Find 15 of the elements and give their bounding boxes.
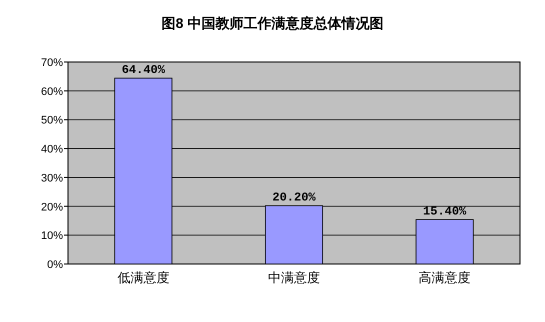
data-label: 20.20%: [272, 190, 316, 205]
y-tick-label: 70%: [40, 57, 64, 69]
data-label: 64.40%: [122, 63, 166, 78]
y-tick-label: 0%: [47, 259, 64, 271]
y-tick-label: 20%: [40, 201, 64, 214]
y-tick-label: 10%: [40, 230, 64, 242]
x-tick-label: 中满意度: [268, 270, 320, 285]
x-tick-label: 低满意度: [117, 270, 170, 285]
x-tick-label: 高满意度: [418, 270, 471, 285]
y-tick-label: 50%: [40, 114, 64, 127]
data-label: 15.40%: [423, 204, 468, 219]
y-tick-label: 40%: [40, 144, 64, 156]
chart-title: 图8 中国教师工作满意度总体情况图: [162, 15, 384, 31]
y-tick-label: 60%: [40, 86, 64, 98]
y-tick-label: 30%: [40, 172, 64, 184]
